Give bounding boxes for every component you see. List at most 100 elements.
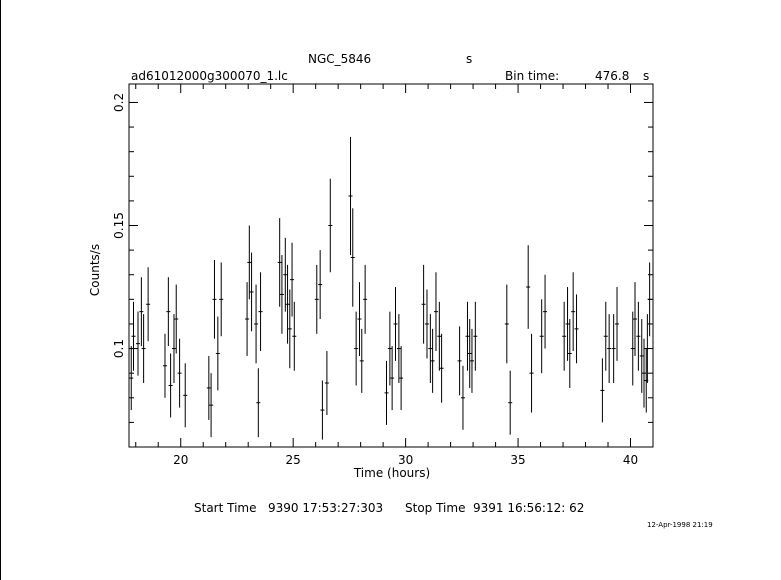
data-point xyxy=(567,319,572,388)
data-point xyxy=(183,363,188,428)
x-tick-label: 25 xyxy=(286,453,301,467)
data-point xyxy=(642,338,647,408)
data-point xyxy=(508,370,513,435)
data-point xyxy=(543,274,548,349)
data-point xyxy=(457,326,462,396)
x-tick-label: 30 xyxy=(398,453,413,467)
data-point xyxy=(611,314,616,384)
filename-label: ad61012000g300070_1.lc xyxy=(131,69,288,83)
data-point xyxy=(562,301,567,371)
y-tick-label: 0.2 xyxy=(112,93,126,112)
data-point xyxy=(277,218,282,307)
data-point xyxy=(256,368,261,438)
data-point xyxy=(390,346,395,411)
data-point xyxy=(171,314,176,384)
data-point xyxy=(328,178,333,273)
data-point xyxy=(139,277,144,347)
data-point xyxy=(607,314,612,384)
data-point xyxy=(460,365,465,430)
data-point xyxy=(249,252,254,332)
data-point xyxy=(387,311,392,386)
data-point xyxy=(526,245,531,329)
data-point xyxy=(363,264,368,334)
data-point xyxy=(393,287,398,361)
start-time-label: Start Time xyxy=(194,501,257,515)
data-point xyxy=(320,380,325,440)
data-point xyxy=(603,301,608,371)
data-point xyxy=(630,311,635,386)
data-point xyxy=(354,311,359,386)
data-point xyxy=(314,264,319,334)
data-point xyxy=(285,264,290,344)
data-point xyxy=(424,289,429,359)
data-point xyxy=(135,311,140,376)
data-point xyxy=(647,262,652,337)
data-point xyxy=(600,358,605,423)
bin-time-value: 476.8 xyxy=(595,69,630,83)
stop-time-label: Stop Time xyxy=(405,501,466,515)
data-point xyxy=(209,373,214,438)
data-point xyxy=(131,301,136,371)
data-point xyxy=(168,353,173,418)
bin-time-label: Bin time: xyxy=(505,69,560,83)
data-point xyxy=(177,338,182,408)
data-point xyxy=(166,277,171,347)
bin-time-unit: s xyxy=(643,69,650,83)
axis-tick-labels: 20 25 30 35 40 0.1 0.15 0.2 xyxy=(112,93,638,467)
data-point xyxy=(539,299,544,374)
data-point xyxy=(639,319,644,393)
data-point xyxy=(162,333,167,398)
data-point xyxy=(529,333,534,413)
data-point xyxy=(324,351,329,416)
data-point xyxy=(439,333,444,403)
x-axis-label: Time (hours) xyxy=(353,466,430,480)
data-point xyxy=(384,360,389,425)
window-edge xyxy=(0,0,1,580)
data-point xyxy=(279,255,284,334)
stop-time-value: 9391 16:56:12: 62 xyxy=(473,501,585,515)
data-point xyxy=(219,262,224,337)
data-point xyxy=(146,267,151,342)
timestamp: 12-Apr-1998 21:19 xyxy=(647,521,713,529)
y-tick-label: 0.1 xyxy=(112,339,126,358)
x-tick-label: 20 xyxy=(173,453,188,467)
data-point xyxy=(428,314,433,384)
data-point xyxy=(206,355,211,420)
data-point xyxy=(247,225,252,300)
object-unit: s xyxy=(466,52,473,66)
data-point xyxy=(254,284,259,364)
y-tick-label: 0.15 xyxy=(112,212,126,239)
start-time-value: 9390 17:53:27:303 xyxy=(268,501,384,515)
data-point xyxy=(141,314,146,384)
data-point xyxy=(467,319,472,388)
data-points xyxy=(129,136,652,440)
data-point xyxy=(565,287,570,361)
data-point xyxy=(212,259,217,339)
data-point xyxy=(174,284,179,354)
data-point xyxy=(283,237,288,312)
data-point xyxy=(350,208,355,307)
data-point xyxy=(421,264,426,344)
data-point xyxy=(469,328,474,393)
axis-ticks xyxy=(129,84,654,448)
data-point xyxy=(129,346,134,411)
plot-frame xyxy=(128,83,654,448)
y-axis-label: Counts/s xyxy=(88,244,102,296)
data-point xyxy=(504,284,509,364)
data-point xyxy=(574,294,579,364)
data-point xyxy=(399,346,404,411)
object-name: NGC_5846 xyxy=(308,52,372,66)
data-point xyxy=(615,287,620,361)
data-point xyxy=(636,301,641,371)
data-point xyxy=(318,250,323,320)
data-point xyxy=(645,314,650,384)
data-point xyxy=(465,301,470,371)
data-point xyxy=(430,328,435,393)
data-point xyxy=(348,136,353,256)
data-point xyxy=(258,272,263,352)
data-point xyxy=(215,316,220,391)
data-point xyxy=(571,272,576,352)
data-point xyxy=(396,314,401,384)
data-point xyxy=(633,282,638,356)
